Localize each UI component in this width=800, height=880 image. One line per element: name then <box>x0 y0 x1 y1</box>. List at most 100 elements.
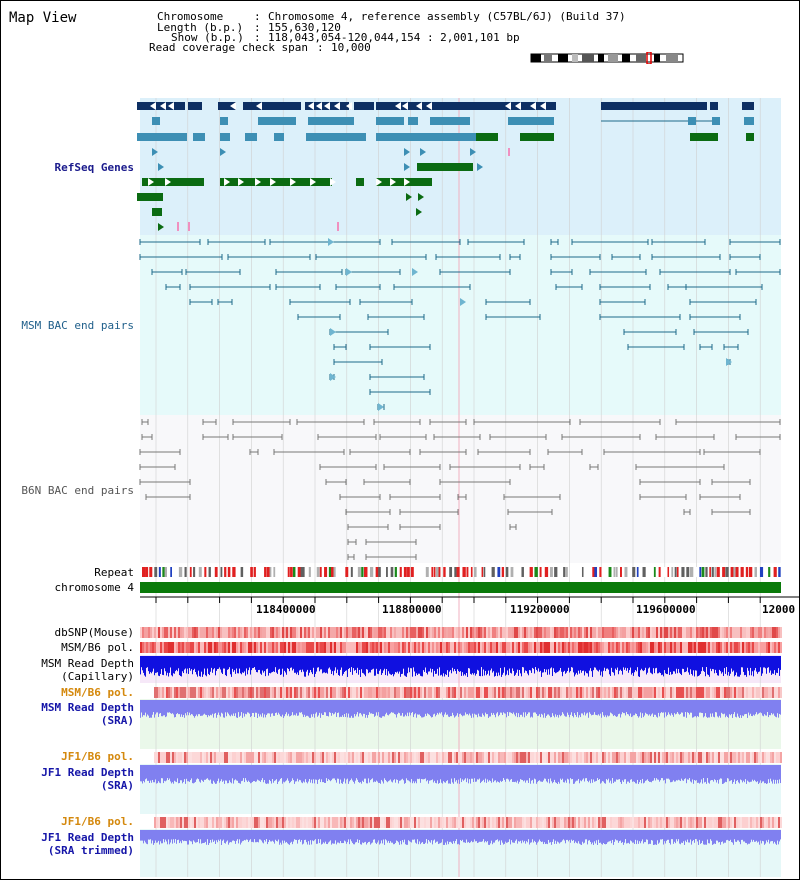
depth-bar <box>729 700 730 715</box>
depth-bar <box>581 656 582 673</box>
depth-bar <box>275 700 276 714</box>
polymorphism-tracks[interactable] <box>140 627 782 828</box>
depth-bar <box>575 830 576 842</box>
heat-cell <box>328 687 330 698</box>
heat-cell <box>326 642 328 653</box>
depth-bar <box>249 765 250 782</box>
heat-cell <box>350 817 352 828</box>
track-label-msm-bac[interactable]: MSM BAC end pairs <box>21 319 134 332</box>
track-label-jf1-trim[interactable]: JF1 Read Depth <box>41 831 134 844</box>
depth-bar <box>172 656 173 677</box>
ideogram-band <box>582 54 594 62</box>
track-label-jf1-b6-pol-2[interactable]: JF1/B6 pol. <box>61 815 134 828</box>
track-label-b6n-bac[interactable]: B6N BAC end pairs <box>21 484 134 497</box>
depth-bar <box>392 830 393 843</box>
track-label-msm-depth-cap[interactable]: MSM Read Depth <box>41 657 134 670</box>
gene-mark <box>508 148 510 156</box>
b6n-bac-track[interactable] <box>139 419 781 560</box>
depth-bar <box>390 656 391 675</box>
heat-cell <box>654 752 656 763</box>
depth-bar <box>728 830 729 841</box>
read-depth-tracks[interactable] <box>140 656 781 845</box>
depth-bar <box>768 765 769 780</box>
heat-cell <box>238 642 240 653</box>
depth-bar <box>268 700 269 714</box>
track-label-refseq[interactable]: RefSeq Genes <box>54 161 134 174</box>
heat-cell <box>468 817 470 828</box>
depth-bar <box>751 700 752 716</box>
heat-cell <box>188 752 190 763</box>
depth-bar <box>191 656 192 670</box>
depth-bar <box>358 656 359 675</box>
depth-bar <box>247 700 248 713</box>
depth-bar <box>683 830 684 842</box>
heat-cell <box>234 642 236 653</box>
depth-bar <box>641 765 642 784</box>
heat-cell <box>638 642 640 653</box>
depth-bar <box>199 656 200 677</box>
heat-cell <box>710 687 712 698</box>
heat-cell <box>446 817 448 828</box>
heat-cell <box>230 687 232 698</box>
depth-bar <box>749 830 750 844</box>
track-label-jf1-b6-pol[interactable]: JF1/B6 pol. <box>61 750 134 763</box>
depth-bar <box>617 700 618 717</box>
msm-bac-track[interactable] <box>139 238 781 411</box>
depth-bar <box>697 830 698 842</box>
depth-bar <box>152 656 153 672</box>
track-label-repeat[interactable]: Repeat <box>94 566 134 579</box>
heat-cell <box>282 642 284 653</box>
depth-bar <box>196 656 197 675</box>
depth-bar <box>595 656 596 668</box>
depth-bar <box>502 656 503 675</box>
track-label-msm-depth-sra[interactable]: MSM Read Depth <box>41 701 134 714</box>
track-label-dbsnp[interactable]: dbSNP(Mouse) <box>54 626 134 639</box>
depth-bar <box>514 765 515 783</box>
depth-bar <box>733 830 734 845</box>
repeat-element <box>497 567 501 577</box>
depth-bar <box>470 656 471 674</box>
depth-bar <box>558 656 559 672</box>
depth-bar <box>511 765 512 779</box>
depth-bar <box>607 765 608 781</box>
depth-bar <box>696 700 697 718</box>
depth-bar <box>757 830 758 843</box>
chromosome-ideogram[interactable] <box>528 52 686 64</box>
heat-cell <box>506 817 508 828</box>
heat-cell <box>420 627 422 638</box>
heat-cell <box>386 752 388 763</box>
depth-bar <box>336 830 337 845</box>
heat-cell <box>530 817 532 828</box>
depth-bar <box>218 765 219 779</box>
depth-bar <box>352 700 353 718</box>
track-label-msm-b6-pol-2[interactable]: MSM/B6 pol. <box>61 686 134 699</box>
repeat-element <box>745 567 749 577</box>
depth-bar <box>355 656 356 670</box>
depth-bar <box>249 830 250 841</box>
depth-bar <box>698 765 699 783</box>
heat-cell <box>624 817 626 828</box>
heat-cell <box>156 752 158 763</box>
heat-cell <box>414 817 416 828</box>
heat-cell <box>422 642 424 653</box>
depth-bar <box>208 765 209 780</box>
depth-bar <box>624 656 625 670</box>
depth-bar <box>253 765 254 782</box>
repeat-track[interactable] <box>142 567 781 577</box>
depth-bar <box>406 656 407 677</box>
depth-bar <box>463 656 464 676</box>
heat-cell <box>526 687 528 698</box>
track-label-msm-b6-pol[interactable]: MSM/B6 pol. <box>61 641 134 654</box>
heat-cell <box>642 627 644 638</box>
strand-arrow <box>418 193 424 201</box>
refseq-gene-track[interactable] <box>137 102 754 231</box>
depth-bar <box>604 765 605 784</box>
depth-bar <box>251 700 252 717</box>
heat-cell <box>288 817 290 828</box>
heat-cell <box>342 642 344 653</box>
depth-bar <box>228 765 229 784</box>
heat-cell <box>528 642 530 653</box>
track-label-jf1-depth[interactable]: JF1 Read Depth <box>41 766 134 779</box>
depth-bar <box>754 830 755 842</box>
